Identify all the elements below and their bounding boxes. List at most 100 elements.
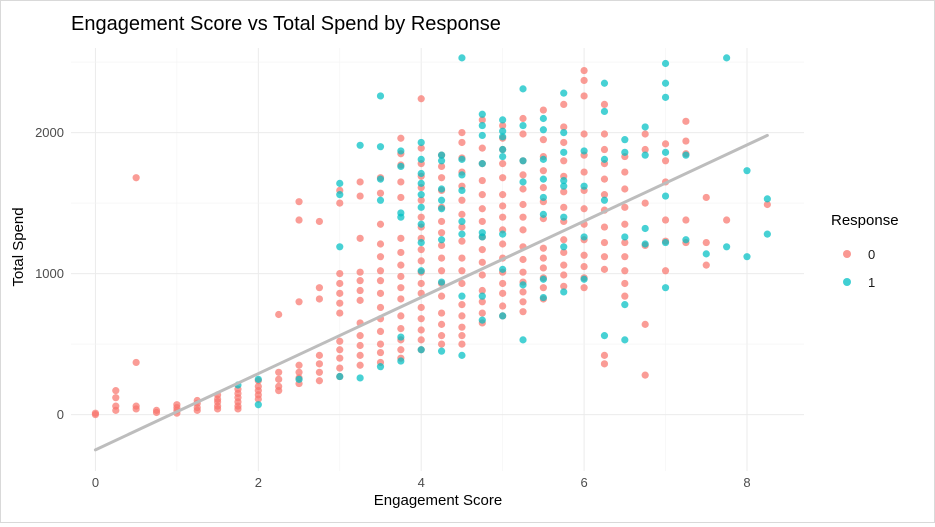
point-response-1 bbox=[417, 203, 425, 211]
point-response-0 bbox=[356, 332, 364, 340]
point-response-0 bbox=[499, 213, 507, 221]
point-response-0 bbox=[539, 264, 547, 272]
point-response-0 bbox=[621, 238, 629, 247]
point-response-0 bbox=[641, 320, 649, 328]
point-response-0 bbox=[336, 354, 344, 362]
point-response-1 bbox=[356, 374, 364, 382]
point-response-0 bbox=[621, 267, 629, 275]
point-response-1 bbox=[478, 292, 486, 300]
point-response-0 bbox=[560, 157, 568, 165]
point-response-0 bbox=[417, 336, 425, 344]
point-response-0 bbox=[702, 261, 710, 269]
point-response-0 bbox=[560, 138, 568, 147]
point-response-1 bbox=[417, 267, 425, 275]
point-response-0 bbox=[356, 268, 364, 276]
point-response-0 bbox=[519, 255, 527, 264]
point-response-1 bbox=[458, 155, 466, 163]
point-response-1 bbox=[417, 191, 425, 199]
point-response-1 bbox=[661, 148, 670, 156]
point-response-1 bbox=[641, 123, 649, 131]
point-response-0 bbox=[356, 234, 364, 242]
point-response-0 bbox=[641, 145, 649, 154]
point-response-1 bbox=[641, 240, 649, 248]
point-response-1 bbox=[397, 333, 405, 341]
point-response-0 bbox=[499, 302, 507, 310]
point-response-1 bbox=[376, 196, 385, 204]
point-response-0 bbox=[214, 405, 222, 413]
point-response-0 bbox=[580, 92, 588, 100]
point-response-0 bbox=[458, 254, 466, 262]
point-response-0 bbox=[437, 174, 446, 182]
point-response-0 bbox=[560, 248, 568, 257]
point-response-0 bbox=[621, 185, 629, 193]
point-response-1 bbox=[376, 363, 385, 371]
point-response-1 bbox=[723, 54, 731, 62]
point-response-0 bbox=[437, 320, 446, 328]
point-response-0 bbox=[519, 226, 527, 234]
point-response-0 bbox=[478, 176, 486, 185]
point-response-0 bbox=[336, 346, 344, 354]
point-response-1 bbox=[458, 230, 466, 238]
point-response-0 bbox=[580, 168, 588, 176]
point-response-0 bbox=[519, 114, 527, 123]
point-response-1 bbox=[539, 126, 547, 134]
point-response-1 bbox=[417, 179, 425, 187]
point-response-0 bbox=[356, 361, 364, 369]
point-response-0 bbox=[580, 130, 588, 138]
point-response-0 bbox=[417, 326, 425, 334]
point-response-0 bbox=[417, 196, 425, 204]
point-response-1 bbox=[763, 195, 771, 203]
point-response-1 bbox=[417, 155, 425, 163]
point-response-0 bbox=[437, 162, 446, 171]
point-response-1 bbox=[336, 191, 344, 199]
point-response-0 bbox=[600, 265, 609, 273]
point-response-0 bbox=[621, 292, 629, 300]
legend-marker-0 bbox=[843, 250, 851, 258]
point-response-0 bbox=[539, 167, 547, 175]
point-response-0 bbox=[600, 238, 609, 247]
point-response-1 bbox=[437, 347, 446, 355]
point-response-1 bbox=[580, 275, 588, 283]
point-response-0 bbox=[458, 279, 466, 288]
point-response-0 bbox=[600, 351, 609, 359]
point-response-1 bbox=[743, 167, 751, 175]
point-response-0 bbox=[356, 351, 364, 359]
point-response-0 bbox=[437, 229, 446, 237]
point-response-0 bbox=[437, 340, 446, 348]
point-response-0 bbox=[621, 220, 629, 228]
point-response-1 bbox=[437, 151, 446, 159]
point-response-0 bbox=[560, 282, 568, 290]
point-response-0 bbox=[356, 277, 364, 285]
point-response-1 bbox=[519, 121, 527, 130]
point-response-1 bbox=[397, 162, 405, 171]
point-response-1 bbox=[254, 375, 262, 383]
point-response-0 bbox=[458, 223, 466, 231]
point-response-1 bbox=[437, 278, 446, 286]
point-response-0 bbox=[723, 216, 731, 224]
point-response-0 bbox=[600, 130, 609, 138]
point-response-0 bbox=[315, 368, 324, 376]
point-response-0 bbox=[376, 277, 385, 285]
point-response-0 bbox=[560, 271, 568, 279]
point-response-0 bbox=[621, 279, 629, 288]
point-response-0 bbox=[417, 315, 425, 323]
point-response-0 bbox=[519, 288, 527, 296]
point-response-0 bbox=[336, 337, 344, 345]
point-response-0 bbox=[600, 253, 609, 261]
point-response-0 bbox=[132, 358, 140, 367]
point-response-0 bbox=[397, 312, 405, 320]
point-response-1 bbox=[763, 230, 771, 238]
point-response-0 bbox=[356, 296, 364, 304]
point-response-0 bbox=[437, 332, 446, 340]
point-response-0 bbox=[315, 351, 324, 359]
point-response-0 bbox=[376, 340, 385, 348]
point-response-1 bbox=[458, 217, 466, 226]
point-response-0 bbox=[621, 203, 629, 211]
legend-label-1: 1 bbox=[868, 275, 875, 290]
point-response-0 bbox=[560, 236, 568, 244]
point-response-0 bbox=[458, 301, 466, 309]
x-axis-label: Engagement Score bbox=[374, 492, 502, 509]
point-response-1 bbox=[661, 192, 670, 200]
point-response-0 bbox=[315, 284, 324, 292]
